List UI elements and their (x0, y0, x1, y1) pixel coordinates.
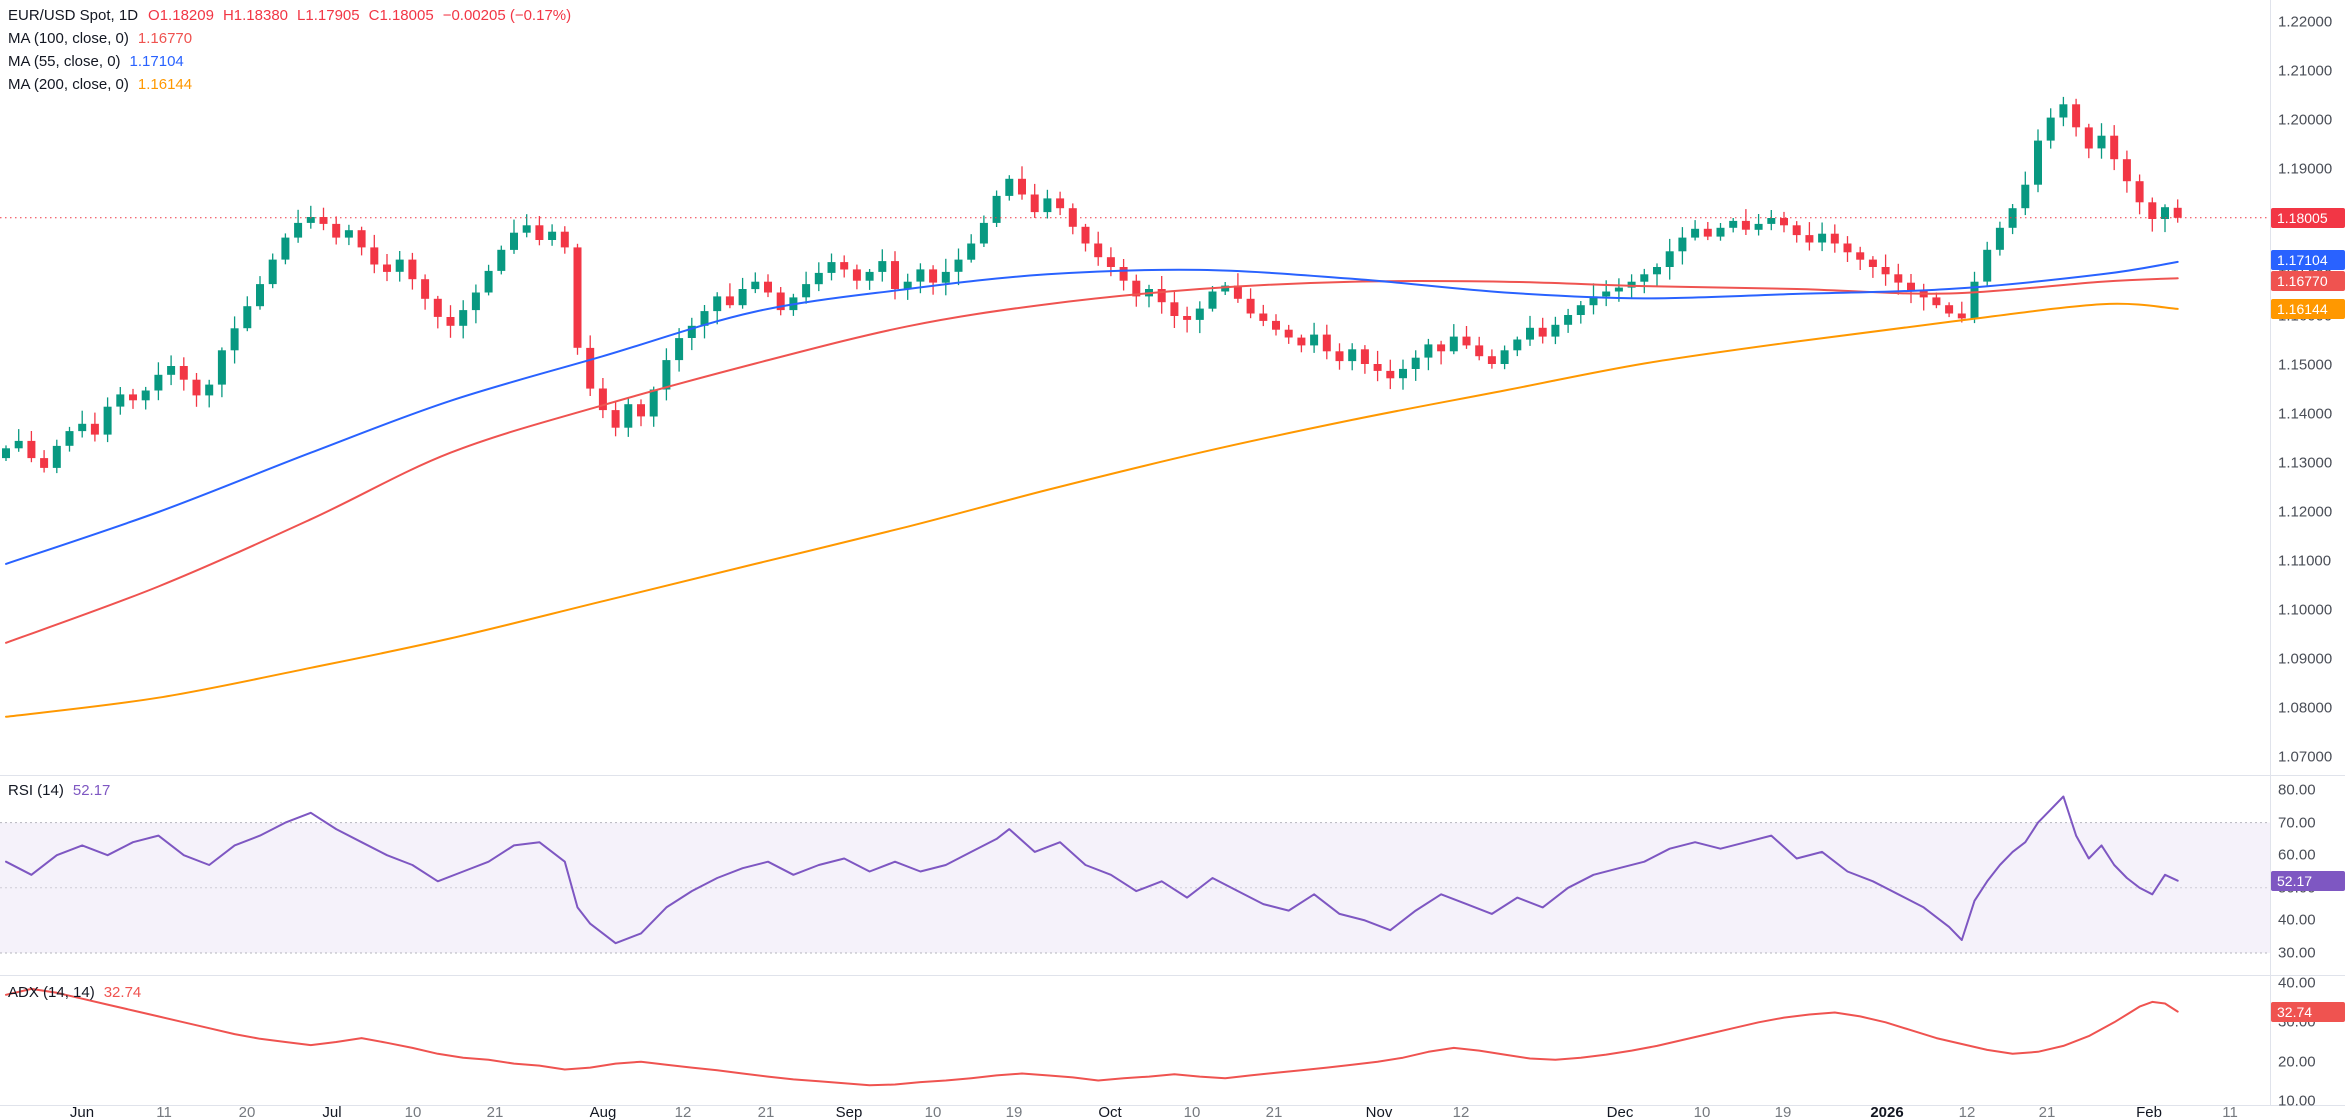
price-tick-label: 1.20000 (2278, 111, 2333, 129)
time-axis[interactable]: Jun 11 20 Jul 10 21 Aug 12 21 Sep 10 19 Oct 10 21 Nov 12… (0, 1105, 2345, 1120)
change-value: −0.00205 (−0.17%) (442, 7, 572, 24)
time-tick-label: 10 (1693, 1104, 1711, 1120)
symbol-title: EUR/USD Spot, 1D (8, 7, 139, 24)
pane-separator[interactable] (0, 975, 2345, 976)
ohlc-high: H1.18380 (222, 7, 289, 24)
ma100-value: 1.16770 (137, 30, 193, 47)
price-tick-label: 1.11000 (2278, 552, 2332, 570)
time-tick-label: 12 (674, 1104, 692, 1120)
axis-value-badge: 52.17 (2271, 870, 2345, 891)
adx-tick-label: 10.00 (2278, 1092, 2316, 1110)
time-tick-label: Feb (2136, 1104, 2162, 1120)
price-tick-label: 1.14000 (2278, 405, 2333, 423)
ohlc-low: L1.17905 (297, 7, 360, 24)
ma200-legend-row[interactable]: MA (200, close, 0) 1.16144 (8, 73, 571, 96)
rsi-legend: RSI (14) 52.17 (8, 779, 110, 802)
rsi-label: RSI (14) (8, 782, 64, 799)
time-axis-border (0, 1105, 2345, 1106)
rsi-tick-label: 40.00 (2278, 911, 2316, 929)
ma55-legend-row[interactable]: MA (55, close, 0) 1.17104 (8, 50, 571, 73)
price-tick-label: 1.13000 (2278, 454, 2333, 472)
time-tick-label: 12 (1452, 1104, 1470, 1120)
time-tick-label: 19 (1005, 1104, 1023, 1120)
rsi-tick-label: 60.00 (2278, 846, 2316, 864)
ma200-label: MA (200, close, 0) (8, 76, 129, 93)
time-tick-label: 10 (1183, 1104, 1201, 1120)
rsi-value: 52.17 (72, 782, 111, 799)
ma200-value: 1.16144 (137, 76, 193, 93)
time-tick-label: Sep (835, 1104, 863, 1120)
time-tick-label: 11 (2222, 1104, 2238, 1120)
time-tick-label: 11 (156, 1104, 172, 1120)
time-tick-label: Jun (69, 1104, 95, 1120)
price-tick-label: 1.21000 (2278, 62, 2333, 80)
rsi-legend-row[interactable]: RSI (14) 52.17 (8, 779, 110, 802)
time-tick-label: Dec (1606, 1104, 1634, 1120)
time-tick-label: 21 (2038, 1104, 2056, 1120)
time-tick-label: 21 (486, 1104, 504, 1120)
rsi-tick-label: 30.00 (2278, 944, 2316, 962)
ma55-value: 1.17104 (129, 53, 184, 70)
pane-separator[interactable] (0, 775, 2345, 776)
symbol-legend-row[interactable]: EUR/USD Spot, 1D O1.18209 H1.18380 L1.17… (8, 4, 571, 27)
time-tick-label: 2026 (1870, 1104, 1904, 1120)
time-tick-label: 19 (1774, 1104, 1792, 1120)
adx-tick-label: 20.00 (2278, 1053, 2316, 1071)
axis-value-badge: 32.74 (2271, 1001, 2345, 1022)
time-tick-label: 12 (1958, 1104, 1976, 1120)
price-tick-label: 1.19000 (2278, 160, 2333, 178)
ohlc-close: C1.18005 (368, 7, 434, 24)
axis-value-badge: 1.16144 (2271, 298, 2345, 319)
price-tick-label: 1.15000 (2278, 356, 2333, 374)
ma55-label: MA (55, close, 0) (8, 53, 121, 70)
axis-value-badge: 1.16770 (2271, 270, 2345, 291)
main-legend: EUR/USD Spot, 1D O1.18209 H1.18380 L1.17… (8, 4, 571, 96)
time-tick-label: Nov (1365, 1104, 1393, 1120)
price-axis[interactable]: 1.220001.210001.200001.190001.180001.170… (2271, 0, 2345, 1120)
price-tick-label: 1.07000 (2278, 748, 2333, 766)
price-axis-border (2270, 0, 2271, 1105)
time-tick-label: 21 (757, 1104, 775, 1120)
adx-value: 32.74 (103, 984, 142, 1001)
adx-label: ADX (14, 14) (8, 984, 95, 1001)
adx-legend-row[interactable]: ADX (14, 14) 32.74 (8, 981, 141, 1004)
adx-legend: ADX (14, 14) 32.74 (8, 981, 141, 1004)
axis-value-badge: 1.17104 (2271, 249, 2345, 270)
price-tick-label: 1.12000 (2278, 503, 2333, 521)
price-tick-label: 1.10000 (2278, 601, 2333, 619)
price-tick-label: 1.22000 (2278, 13, 2333, 31)
time-tick-label: 20 (238, 1104, 256, 1120)
time-tick-label: 21 (1265, 1104, 1283, 1120)
rsi-tick-label: 70.00 (2278, 814, 2316, 832)
rsi-tick-label: 80.00 (2278, 781, 2316, 799)
price-tick-label: 1.09000 (2278, 650, 2333, 668)
time-tick-label: Oct (1098, 1104, 1122, 1120)
time-tick-label: 10 (924, 1104, 942, 1120)
price-tick-label: 1.08000 (2278, 699, 2333, 717)
axis-value-badge: 1.18005 (2271, 207, 2345, 228)
adx-tick-label: 40.00 (2278, 974, 2316, 992)
time-tick-label: 10 (404, 1104, 422, 1120)
ma100-legend-row[interactable]: MA (100, close, 0) 1.16770 (8, 27, 571, 50)
time-tick-label: Jul (322, 1104, 342, 1120)
ohlc-open: O1.18209 (148, 7, 214, 24)
time-tick-label: Aug (589, 1104, 617, 1120)
ma100-label: MA (100, close, 0) (8, 30, 129, 47)
